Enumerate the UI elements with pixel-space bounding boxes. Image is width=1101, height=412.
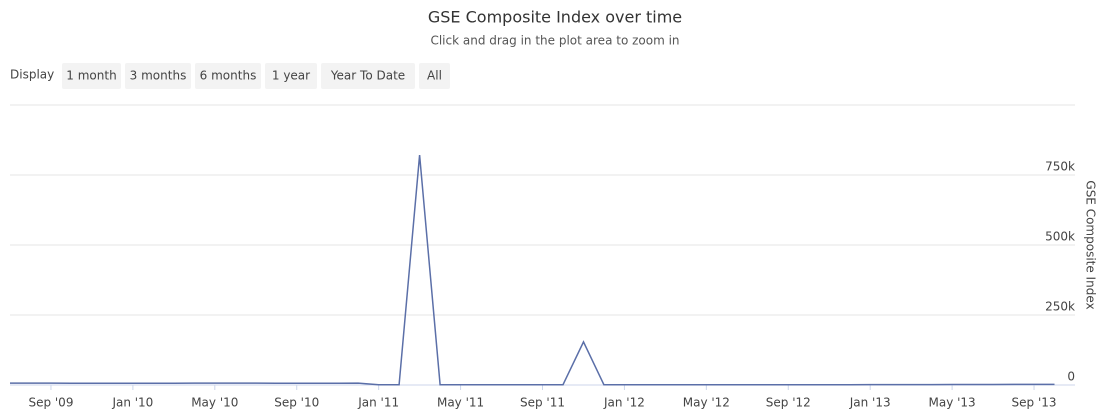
x-tick-label: May '11 <box>437 396 484 410</box>
y-axis-title: GSE Composite Index <box>1084 180 1098 309</box>
range-button-label[interactable]: 1 year <box>272 69 310 83</box>
range-button[interactable] <box>321 63 415 89</box>
x-tick-label: May '10 <box>191 396 238 410</box>
x-tick-label: Jan '10 <box>111 396 153 410</box>
x-tick-label: Jan '12 <box>603 396 645 410</box>
x-tick-label: Sep '13 <box>1012 396 1057 410</box>
x-tick-label: Jan '11 <box>357 396 399 410</box>
range-button[interactable] <box>195 63 261 89</box>
chart-title: GSE Composite Index over time <box>428 8 682 27</box>
range-label: Display <box>10 68 54 82</box>
x-tick-label: Sep '12 <box>766 396 811 410</box>
range-button-label[interactable]: 1 month <box>66 69 116 83</box>
y-tick-label: 250k <box>1045 300 1075 314</box>
x-tick-label: May '13 <box>929 396 976 410</box>
range-button-label[interactable]: 6 months <box>200 69 257 83</box>
x-tick-label: Jan '13 <box>849 396 891 410</box>
x-tick-label: Sep '10 <box>274 396 319 410</box>
range-button-label[interactable]: All <box>427 69 442 83</box>
chart-subtitle: Click and drag in the plot area to zoom … <box>430 34 679 48</box>
range-button[interactable] <box>125 63 191 89</box>
range-button-label[interactable]: 3 months <box>130 69 187 83</box>
range-button[interactable] <box>419 63 450 89</box>
series-line <box>10 155 1055 386</box>
y-tick-label: 750k <box>1045 160 1075 174</box>
range-button[interactable] <box>62 63 121 89</box>
y-tick-label: 0 <box>1067 370 1075 384</box>
x-tick-label: Sep '11 <box>520 396 565 410</box>
y-tick-label: 500k <box>1045 230 1075 244</box>
range-button-label[interactable]: Year To Date <box>330 69 405 83</box>
range-button[interactable] <box>265 63 317 89</box>
x-tick-label: May '12 <box>683 396 730 410</box>
x-tick-label: Sep '09 <box>28 396 73 410</box>
